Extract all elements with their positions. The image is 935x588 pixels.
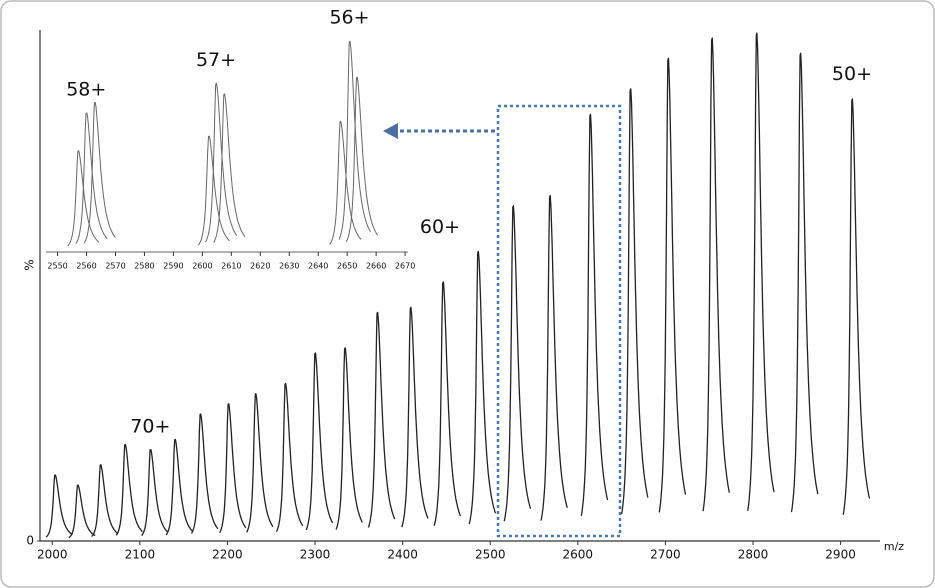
peak (620, 88, 649, 515)
peak (213, 93, 246, 243)
x-tick-label: 2500 (475, 548, 506, 562)
x-tick-label: 2590 (163, 262, 183, 271)
x-tick-label: 2800 (738, 548, 769, 562)
x-tick-label: 2570 (105, 262, 125, 271)
x-tick-label: 2200 (212, 548, 243, 562)
peak (68, 484, 96, 539)
peak (197, 135, 230, 246)
inset-plot: 2550 2560 2570 2580 2590 2600 2610 2620 2630 2640… (46, 7, 415, 271)
x-tick-label: 2600 (192, 262, 212, 271)
x-tick-label: 2600 (563, 548, 594, 562)
charge-label: 58+ (66, 79, 106, 101)
peak (91, 464, 119, 537)
x-tick-label: 2900 (825, 548, 856, 562)
x-tick-label: 2650 (337, 262, 357, 271)
zoom-box (496, 104, 622, 538)
peak (747, 32, 775, 511)
peak (305, 352, 334, 531)
peak (219, 403, 247, 534)
peak (842, 98, 871, 515)
x-tick-label: 2610 (221, 262, 241, 271)
charge-label: 57+ (196, 49, 236, 71)
peak (205, 82, 238, 243)
x-tick-label: 2670 (395, 262, 415, 271)
peak (345, 76, 379, 242)
peak (503, 205, 532, 522)
x-tick-label: 2620 (250, 262, 270, 271)
x-tick-label: 2300 (300, 548, 331, 562)
x-tick-label: 2560 (76, 262, 96, 271)
peak (246, 393, 274, 533)
peak (329, 120, 362, 245)
peak (338, 40, 371, 240)
peak (275, 382, 304, 532)
peak (45, 474, 73, 538)
x-tick-label: 2700 (650, 548, 681, 562)
charge-label: 50+ (832, 63, 872, 85)
peak (367, 311, 396, 528)
main-plot: 2000 2100 2200 2300 2400 2500 2600 2700 2800 2900… (23, 30, 904, 562)
peak (401, 306, 429, 528)
x-axis-label: m/z (884, 540, 904, 553)
y-tick-label: 0 (26, 534, 34, 548)
y-axis-label: % (23, 259, 37, 270)
peak (468, 250, 497, 525)
peak (658, 57, 687, 513)
x-tick-label: 2400 (387, 548, 418, 562)
x-tick-label: 2660 (366, 262, 386, 271)
peak (141, 448, 169, 536)
charge-label: 60+ (420, 216, 460, 238)
peak (580, 113, 609, 516)
peak (702, 37, 730, 512)
x-tick-label: 2000 (37, 548, 68, 562)
peak (190, 413, 219, 534)
peak (790, 52, 819, 513)
x-tick-label: 2640 (308, 262, 328, 271)
charge-label: 70+ (130, 416, 170, 438)
x-tick-label: 2630 (279, 262, 299, 271)
peak (75, 112, 108, 245)
peak (165, 438, 193, 536)
peak (335, 347, 363, 530)
arrow-head (383, 123, 398, 139)
charge-label: 56+ (329, 7, 369, 29)
peak (115, 443, 143, 536)
peak (433, 281, 462, 526)
x-tick-label: 2100 (125, 548, 156, 562)
x-tick-label: 2550 (47, 262, 67, 271)
x-tick-label: 2580 (134, 262, 154, 271)
peak (83, 101, 116, 244)
peak (540, 194, 568, 521)
